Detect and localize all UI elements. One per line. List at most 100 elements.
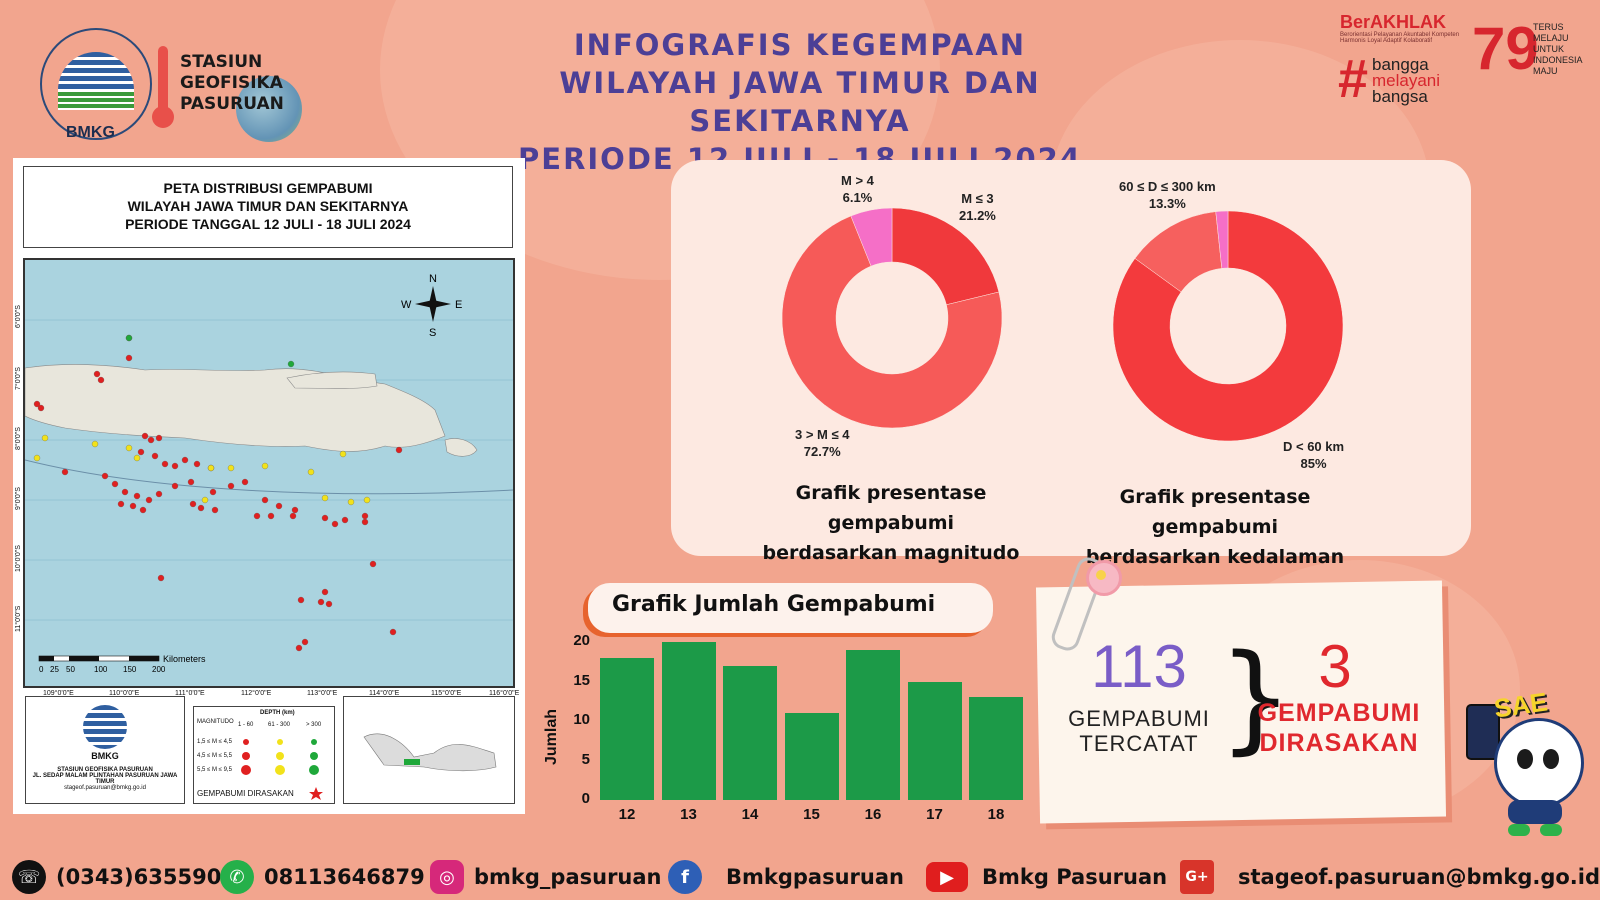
earthquake-marker	[295, 644, 303, 652]
earthquake-marker	[361, 518, 369, 526]
earthquake-marker	[227, 464, 235, 472]
x-tick-label: 18	[987, 806, 1005, 823]
donut-slice	[1215, 210, 1229, 269]
earthquake-marker	[147, 436, 155, 444]
whatsapp-icon: ✆	[220, 860, 254, 894]
earthquake-marker	[389, 628, 397, 636]
x-tick-label: 14	[741, 806, 759, 823]
earthquake-marker	[275, 502, 283, 510]
earthquake-marker	[331, 520, 339, 528]
scale-bar: Kilometers 0 25 50 100 150 200	[38, 654, 206, 674]
slice-label-3-m-4: 3 > M ≤ 4 72.7%	[795, 427, 850, 459]
earthquake-marker	[125, 354, 133, 362]
earthquake-marker	[241, 478, 249, 486]
x-tick-label: 17	[926, 806, 943, 823]
earthquake-marker	[211, 506, 219, 514]
total-earthquakes-count: 113	[1091, 633, 1187, 700]
bali-island	[444, 438, 478, 457]
svg-text:N: N	[429, 273, 437, 285]
brace-divider: }	[1218, 628, 1294, 766]
station-logo: BMKG STASIUN GEOFISIKA PASURUAN	[40, 28, 330, 148]
bar	[907, 681, 962, 800]
earthquake-marker	[157, 574, 165, 582]
total-earthquakes-label: GEMPABUMI TERCATAT	[1068, 706, 1210, 756]
earthquake-marker	[193, 460, 201, 468]
earthquake-marker	[289, 512, 297, 520]
google-plus-icon: G+	[1180, 860, 1214, 894]
footer-phone[interactable]: ☏ (0343)635590	[12, 860, 221, 894]
earthquake-marker	[261, 496, 269, 504]
globe-icon	[236, 76, 302, 142]
earthquake-marker	[341, 516, 349, 524]
earthquake-marker	[187, 478, 195, 486]
earthquake-marker	[181, 456, 189, 464]
x-tick-label: 12	[618, 806, 636, 823]
map-footer-logo: BMKG STASIUN GEOFISIKA PASURUAN JL. SEDA…	[25, 696, 185, 804]
map-legend: DEPTH (km) MAGNITUDO 1 - 60 61 - 300 > 3…	[193, 706, 335, 804]
earthquake-marker	[155, 434, 163, 442]
earthquake-marker	[207, 464, 215, 472]
legend-symbols	[241, 739, 323, 800]
y-tick-label: 10	[573, 711, 590, 728]
bar	[846, 649, 900, 800]
earthquake-marker	[117, 500, 125, 508]
earthquake-marker	[97, 376, 105, 384]
slice-label-m-gt-4: M > 4 6.1%	[841, 173, 874, 205]
earthquake-marker	[287, 360, 295, 368]
phone-icon: ☏	[12, 860, 46, 894]
svg-text:E: E	[455, 299, 462, 311]
thermometer-icon	[158, 46, 168, 112]
mascot-phone	[1466, 704, 1500, 760]
instagram-icon: ◎	[430, 860, 464, 894]
earthquake-marker	[151, 452, 159, 460]
bar	[969, 697, 1023, 800]
y-tick-label: 20	[573, 632, 590, 649]
earthquake-marker	[339, 450, 347, 458]
earthquake-marker	[139, 506, 147, 514]
felt-earthquakes-count: 3	[1318, 633, 1352, 700]
svg-text:W: W	[401, 299, 412, 311]
earthquake-marker	[307, 468, 315, 476]
earthquake-marker	[61, 468, 69, 476]
earthquake-marker	[395, 446, 403, 454]
earthquake-marker	[325, 600, 333, 608]
earthquake-marker	[361, 512, 369, 520]
earthquake-marker	[297, 596, 305, 604]
svg-text:S: S	[429, 327, 436, 339]
compass-rose: N S E W	[401, 273, 462, 339]
svg-text:25: 25	[50, 665, 59, 674]
earthquake-marker	[253, 512, 261, 520]
footer-email[interactable]: G+ stageof.pasuruan@bmkg.go.id	[1180, 860, 1600, 894]
magnitude-chart-caption: Grafik presentase gempabumi berdasarkan …	[762, 482, 1020, 564]
slice-label-lt-60-km: D < 60 km 85%	[1283, 439, 1345, 471]
earthquake-marker	[227, 482, 235, 490]
earthquake-marker	[291, 506, 299, 514]
earthquake-marker	[155, 490, 163, 498]
svg-text:50: 50	[66, 665, 75, 674]
footer-facebook[interactable]: f Bmkgpasuruan	[668, 860, 904, 894]
earthquake-markers	[33, 334, 403, 652]
bar-chart-ylabel: Jumlah	[543, 708, 561, 766]
anniversary-tagline: TERUS MELAJU UNTUK INDONESIA MAJU	[1533, 22, 1583, 76]
y-tick-label: 5	[581, 750, 590, 768]
earthquake-marker	[161, 460, 169, 468]
anniversary-79-logo: 79	[1472, 15, 1539, 82]
bar-chart-title: Grafik Jumlah Gempabumi	[612, 592, 936, 617]
svg-text:150: 150	[123, 665, 137, 674]
footer-youtube[interactable]: ▶ Bmkg Pasuruan	[926, 862, 1167, 892]
x-tick-label: 15	[803, 806, 820, 823]
earthquake-marker	[171, 482, 179, 490]
earthquake-distribution-map: PETA DISTRIBUSI GEMPABUMI WILAYAH JAWA T…	[13, 158, 525, 814]
hashtag-icon: #	[1338, 49, 1369, 109]
bar-chart-title-box	[588, 583, 993, 633]
footer-instagram[interactable]: ◎ bmkg_pasuruan	[430, 860, 662, 894]
felt-star-icon	[309, 787, 323, 800]
svg-text:Kilometers: Kilometers	[163, 654, 206, 664]
earthquake-marker	[37, 404, 45, 412]
footer-whatsapp[interactable]: ✆ 08113646879	[220, 860, 425, 894]
earthquake-marker	[111, 480, 119, 488]
bar	[661, 642, 716, 800]
slice-label-60-300-km: 60 ≤ D ≤ 300 km 13.3%	[1119, 179, 1216, 211]
earthquake-marker	[33, 454, 41, 462]
mascot	[1494, 718, 1584, 808]
